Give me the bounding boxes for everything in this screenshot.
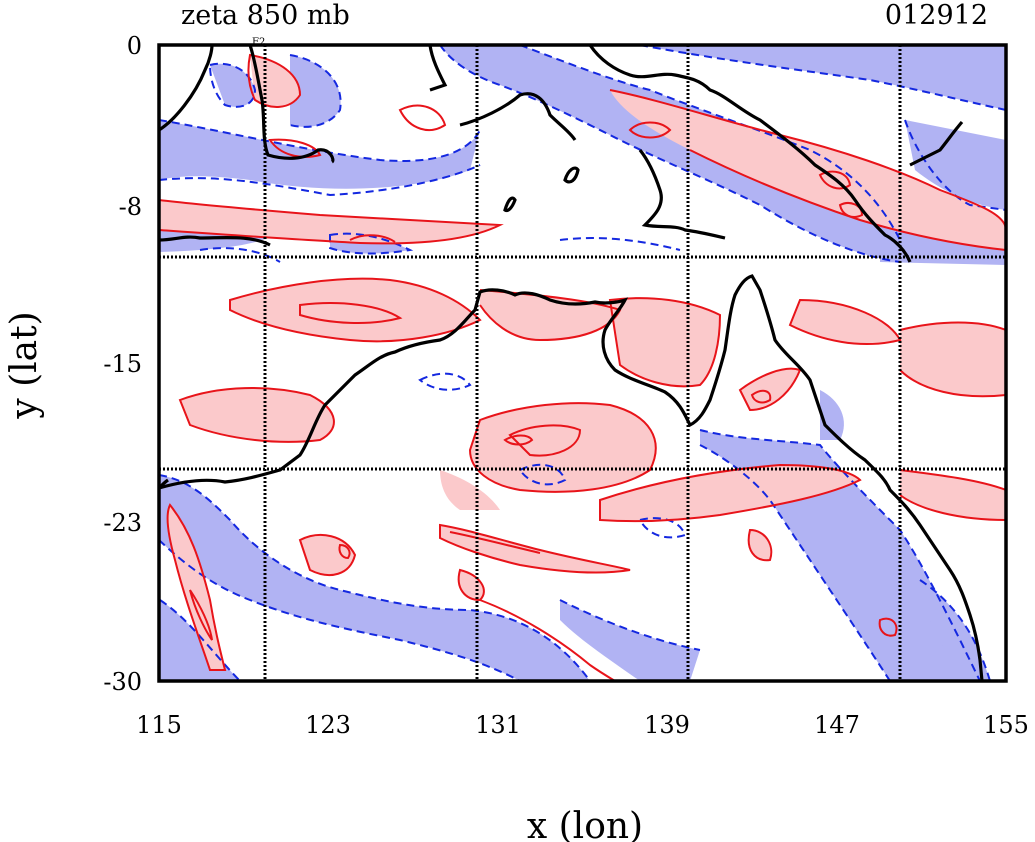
y-tick-label: -23	[103, 509, 142, 537]
corner-tag: F2	[252, 37, 265, 48]
y-axis: 0 -8 -15 -23 -30	[103, 32, 142, 696]
y-tick-label: -15	[103, 350, 142, 378]
chart-timestamp: 012912	[885, 0, 988, 31]
x-tick-label: 139	[644, 711, 690, 739]
y-axis-title: y (lat)	[4, 311, 45, 419]
chart-title: zeta 850 mb	[181, 0, 350, 31]
x-tick-label: 123	[305, 711, 351, 739]
y-tick-label: 0	[127, 32, 142, 60]
x-tick-label: 147	[814, 711, 860, 739]
graticule	[159, 45, 1006, 681]
y-tick-label: -30	[103, 668, 142, 696]
x-tick-label: 131	[475, 711, 521, 739]
x-axis: 115 123 131 139 147 155	[136, 711, 1029, 739]
y-tick-label: -8	[119, 193, 142, 221]
plot-frame	[157, 43, 1008, 683]
plot-area: F2	[157, 37, 1008, 683]
x-axis-title: x (lon)	[527, 806, 643, 842]
positive-vorticity-contours	[159, 53, 1006, 681]
x-tick-label: 155	[983, 711, 1029, 739]
x-tick-label: 115	[136, 711, 182, 739]
negative-vorticity-contours	[159, 45, 1006, 681]
coastlines	[159, 45, 984, 681]
